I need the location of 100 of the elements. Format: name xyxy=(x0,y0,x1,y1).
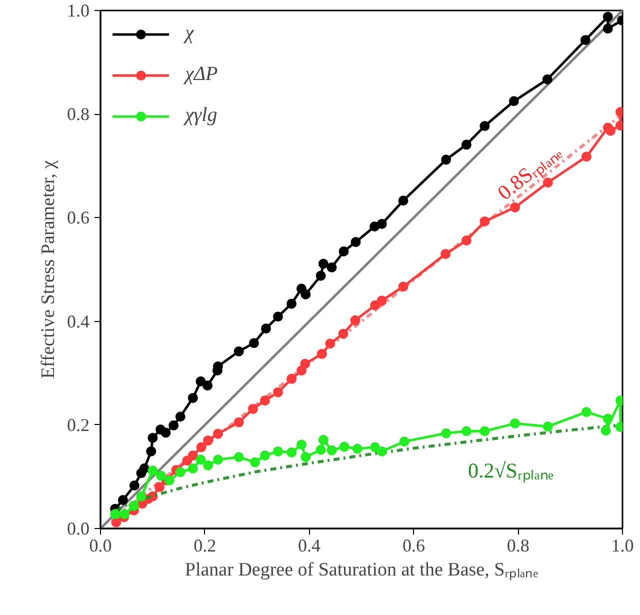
point xyxy=(542,421,553,432)
x-tick-label: 0.8 xyxy=(506,536,530,556)
point xyxy=(376,296,387,306)
point xyxy=(325,338,336,349)
x-tick-label: 0.0 xyxy=(89,536,112,556)
x-tick-label: 0.4 xyxy=(298,536,321,556)
point xyxy=(128,500,139,511)
point xyxy=(600,426,611,436)
point xyxy=(398,282,408,292)
point xyxy=(316,444,326,455)
point xyxy=(212,454,223,465)
x-tick-label: 1.0 xyxy=(611,536,634,556)
point xyxy=(602,414,613,424)
y-tick-label: 0.6 xyxy=(67,208,90,228)
point xyxy=(376,218,387,229)
point xyxy=(175,412,186,422)
point xyxy=(316,270,326,281)
point xyxy=(605,126,616,136)
x-tick-label: 0.2 xyxy=(194,536,216,556)
point xyxy=(248,338,259,348)
point xyxy=(300,358,310,369)
point xyxy=(318,434,328,445)
point xyxy=(110,509,120,519)
point xyxy=(352,444,362,454)
point xyxy=(118,495,128,505)
point xyxy=(580,35,590,46)
point xyxy=(120,509,130,519)
point xyxy=(146,446,156,456)
point xyxy=(286,447,297,458)
point xyxy=(461,426,472,436)
point xyxy=(260,396,270,406)
point xyxy=(339,442,350,452)
point xyxy=(508,96,519,106)
point xyxy=(164,475,174,486)
legend-label: χΔP xyxy=(185,63,218,86)
point xyxy=(326,445,337,456)
point xyxy=(188,392,198,403)
point xyxy=(338,328,348,339)
point xyxy=(316,348,327,359)
point xyxy=(286,298,297,309)
point xyxy=(212,428,223,439)
point xyxy=(286,374,297,384)
point xyxy=(318,258,328,269)
point xyxy=(338,246,349,256)
point xyxy=(260,450,270,460)
point xyxy=(441,428,452,438)
point xyxy=(148,432,158,443)
point xyxy=(196,454,206,465)
y-tick-label: 0.4 xyxy=(67,311,90,332)
point xyxy=(272,446,283,456)
annotation: 0.2√Sᵣₚₗₐₙₑ xyxy=(468,458,554,484)
point xyxy=(203,435,214,446)
point xyxy=(480,426,490,436)
point xyxy=(510,202,520,212)
point xyxy=(156,470,166,481)
x-axis-title: Planar Degree of Saturation at the Base, Sᵣₚₗₐₙₑ xyxy=(184,560,538,580)
point xyxy=(202,380,213,391)
y-tick-label: 0.2 xyxy=(67,414,90,435)
point xyxy=(581,406,592,417)
point xyxy=(350,315,360,326)
point xyxy=(602,12,613,22)
point xyxy=(398,196,408,206)
point xyxy=(196,442,206,452)
point xyxy=(148,465,158,476)
point xyxy=(250,457,260,468)
point xyxy=(461,140,472,150)
point xyxy=(136,491,146,502)
point xyxy=(168,420,179,430)
legend-label: χγlg xyxy=(185,104,218,127)
point xyxy=(234,417,244,428)
point xyxy=(440,248,451,259)
point xyxy=(139,463,150,474)
point xyxy=(300,289,311,300)
point xyxy=(300,452,311,462)
point xyxy=(203,460,214,470)
point xyxy=(234,452,244,462)
point xyxy=(188,450,198,460)
point xyxy=(370,300,380,310)
point xyxy=(542,74,552,84)
point xyxy=(326,262,337,272)
point xyxy=(376,446,387,456)
legend-label: χ xyxy=(185,22,196,45)
point xyxy=(154,482,164,492)
point xyxy=(461,236,472,246)
x-tick-label: 0.6 xyxy=(402,536,425,556)
point xyxy=(175,467,186,478)
point xyxy=(160,428,171,438)
point xyxy=(234,346,244,356)
point xyxy=(188,463,198,474)
point xyxy=(480,216,490,226)
point xyxy=(260,324,271,334)
point xyxy=(399,436,410,446)
y-tick-label: 1.0 xyxy=(67,0,90,20)
point xyxy=(272,312,283,322)
y-tick-label: 0.0 xyxy=(67,518,90,538)
point xyxy=(581,152,592,162)
point xyxy=(602,24,613,34)
point xyxy=(480,121,490,132)
point xyxy=(248,404,258,414)
point xyxy=(350,237,361,248)
